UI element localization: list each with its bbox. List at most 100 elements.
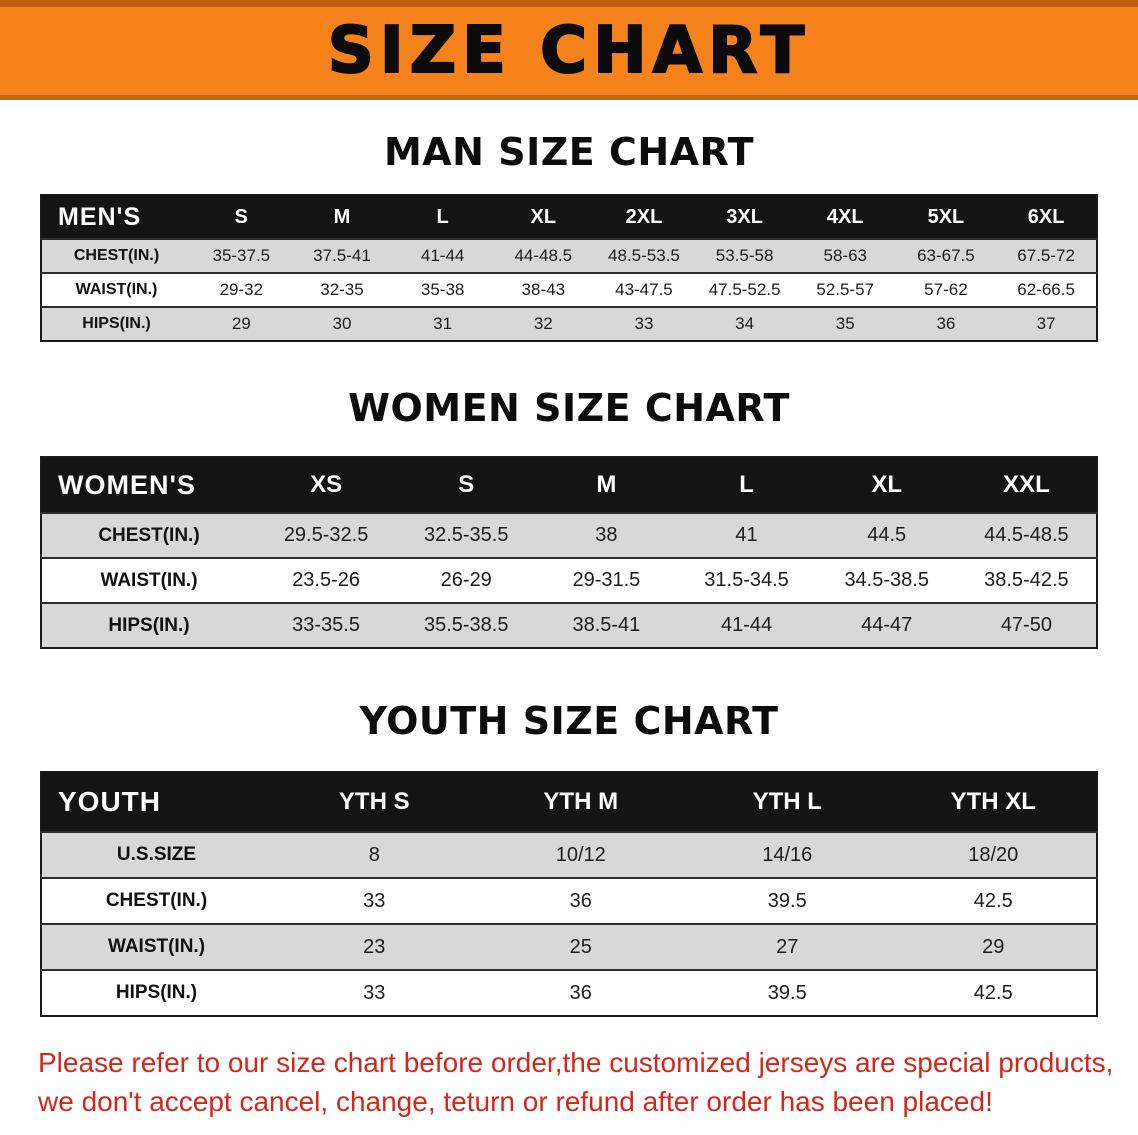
women-header-row: WOMEN'S XS S M L XL XXL [41, 457, 1097, 513]
women-row-label: CHEST(IN.) [98, 524, 200, 546]
youth-header-row: YOUTH YTH S YTH M YTH L YTH XL [41, 772, 1097, 832]
women-measure-row: CHEST(IN.) 29.5-32.5 32.5-35.5 38 41 44.5 44.5… [41, 513, 1097, 558]
youth-size-value: 29 [982, 935, 1005, 958]
women-size-column-header: S [458, 471, 475, 498]
men-size-value: 47.5-52.5 [708, 280, 781, 299]
men-size-value: 35 [835, 314, 855, 333]
men-size-value: 52.5-57 [816, 280, 875, 299]
disclaimer-line-1: Please refer to our size chart before or… [38, 1047, 1114, 1078]
youth-measure-row: HIPS(IN.) 33 36 39.5 42.5 [41, 970, 1097, 1016]
men-row-label: WAIST(IN.) [75, 281, 158, 298]
youth-row-label: CHEST(IN.) [105, 890, 208, 911]
men-size-value: 38-43 [521, 280, 566, 299]
men-row-label: HIPS(IN.) [82, 315, 151, 332]
men-measure-row: HIPS(IN.) 29 30 31 32 33 34 35 36 37 [41, 307, 1097, 341]
men-size-value: 58-63 [823, 246, 867, 265]
women-size-value: 29.5-32.5 [283, 524, 369, 546]
youth-size-value: 42.5 [973, 981, 1013, 1004]
youth-section: YOUTH SIZE CHART YOUTH YTH S YTH M YTH L YTH… [0, 699, 1138, 1017]
men-measure-row: WAIST(IN.) 29-32 32-35 35-38 38-43 43-47.5 47.… [41, 273, 1097, 307]
size-chart-banner: SIZE CHART [0, 0, 1138, 100]
men-size-value: 37.5-41 [313, 246, 371, 265]
youth-size-column-header: YTH L [752, 788, 822, 815]
men-size-value: 63-67.5 [917, 246, 975, 265]
youth-row-label: HIPS(IN.) [115, 982, 198, 1003]
women-row-label: HIPS(IN.) [108, 614, 190, 636]
men-size-column-header: 4XL [826, 205, 864, 228]
men-size-value: 43-47.5 [615, 280, 673, 299]
men-size-value: 62-66.5 [1017, 280, 1075, 299]
women-size-value: 23.5-26 [292, 569, 360, 591]
women-size-table: WOMEN'S XS S M L XL XXL CHEST(IN.) 29.5-32.5 32.5… [40, 456, 1098, 649]
women-size-value: 31.5-34.5 [704, 569, 789, 591]
youth-size-value: 27 [776, 935, 799, 958]
men-size-value: 48.5-53.5 [608, 246, 680, 265]
men-size-column-header: S [234, 205, 248, 228]
youth-size-value: 8 [368, 843, 380, 866]
men-size-table: MEN'S S M L XL 2XL 3XL 4XL 5XL 6XL CHEST(IN.) 35-37… [40, 194, 1098, 342]
women-size-value: 32.5-35.5 [423, 524, 509, 546]
women-size-value: 41 [735, 524, 758, 546]
women-size-column-header: XS [310, 471, 343, 498]
women-size-value: 35.5-38.5 [423, 614, 509, 636]
men-size-column-header: XL [530, 205, 557, 228]
men-measure-row: CHEST(IN.) 35-37.5 37.5-41 41-44 44-48.5 48.5… [41, 239, 1097, 273]
men-size-column-header: M [333, 205, 351, 228]
women-size-value: 26-29 [440, 569, 492, 591]
women-size-value: 29-31.5 [572, 569, 641, 591]
men-size-value: 37 [1036, 314, 1056, 333]
men-size-value: 36 [936, 314, 956, 333]
men-size-value: 30 [332, 314, 352, 333]
youth-size-value: 33 [363, 889, 386, 912]
men-size-value: 67.5-72 [1017, 246, 1075, 265]
disclaimer: Please refer to our size chart before or… [38, 1043, 1114, 1121]
women-size-column-header: L [739, 471, 754, 498]
women-size-column-header: XL [871, 471, 903, 498]
women-size-value: 44.5-48.5 [984, 524, 1069, 546]
youth-measure-row: U.S.SIZE 8 10/12 14/16 18/20 [41, 832, 1097, 878]
youth-size-value: 14/16 [762, 843, 813, 866]
men-size-column-header: 3XL [726, 205, 763, 228]
men-section-heading: MAN SIZE CHART [383, 130, 755, 174]
youth-size-column-header: YTH XL [950, 788, 1036, 815]
men-size-column-header: 5XL [927, 205, 965, 228]
women-size-value: 34.5-38.5 [844, 569, 929, 591]
men-size-value: 34 [735, 314, 755, 333]
men-size-column-header: 6XL [1027, 205, 1065, 228]
youth-size-value: 33 [363, 981, 386, 1004]
youth-corner-label: YOUTH [58, 786, 161, 817]
men-size-column-header: L [436, 205, 449, 228]
men-size-value: 31 [433, 314, 453, 333]
men-size-value: 29 [231, 314, 251, 333]
youth-size-value: 39.5 [767, 889, 807, 912]
men-size-value: 41-44 [420, 246, 465, 265]
youth-section-heading: YOUTH SIZE CHART [359, 699, 779, 743]
women-size-value: 33-35.5 [292, 614, 360, 636]
youth-row-label: WAIST(IN.) [107, 936, 206, 957]
women-section-heading: WOMEN SIZE CHART [348, 386, 790, 430]
men-size-column-header: 2XL [625, 205, 663, 228]
women-size-value: 38 [595, 524, 618, 546]
youth-size-column-header: YTH S [338, 788, 410, 815]
youth-measure-row: CHEST(IN.) 33 36 39.5 42.5 [41, 878, 1097, 924]
men-size-value: 33 [634, 314, 654, 333]
men-size-value: 32-35 [320, 280, 364, 299]
men-size-value: 53.5-58 [715, 246, 774, 265]
men-size-value: 29-32 [219, 280, 264, 299]
youth-measure-row: WAIST(IN.) 23 25 27 29 [41, 924, 1097, 970]
men-corner-label: MEN'S [58, 202, 142, 231]
women-size-value: 47-50 [1000, 614, 1052, 636]
men-row-label: CHEST(IN.) [73, 247, 160, 264]
youth-size-value: 23 [363, 935, 386, 958]
men-size-value: 35-38 [420, 280, 465, 299]
youth-size-value: 39.5 [767, 981, 807, 1004]
women-size-value: 44-47 [861, 614, 913, 636]
youth-size-value: 10/12 [555, 843, 606, 866]
women-size-value: 38.5-42.5 [984, 569, 1069, 591]
women-section: WOMEN SIZE CHART WOMEN'S XS S M L XL XXL CHEST(… [0, 386, 1138, 649]
men-size-value: 32 [533, 314, 553, 333]
women-size-value: 41-44 [720, 614, 773, 636]
youth-size-table: YOUTH YTH S YTH M YTH L YTH XL U.S.SIZE 8 10/12… [40, 771, 1098, 1017]
disclaimer-line-2: we don't accept cancel, change, teturn o… [38, 1086, 993, 1118]
